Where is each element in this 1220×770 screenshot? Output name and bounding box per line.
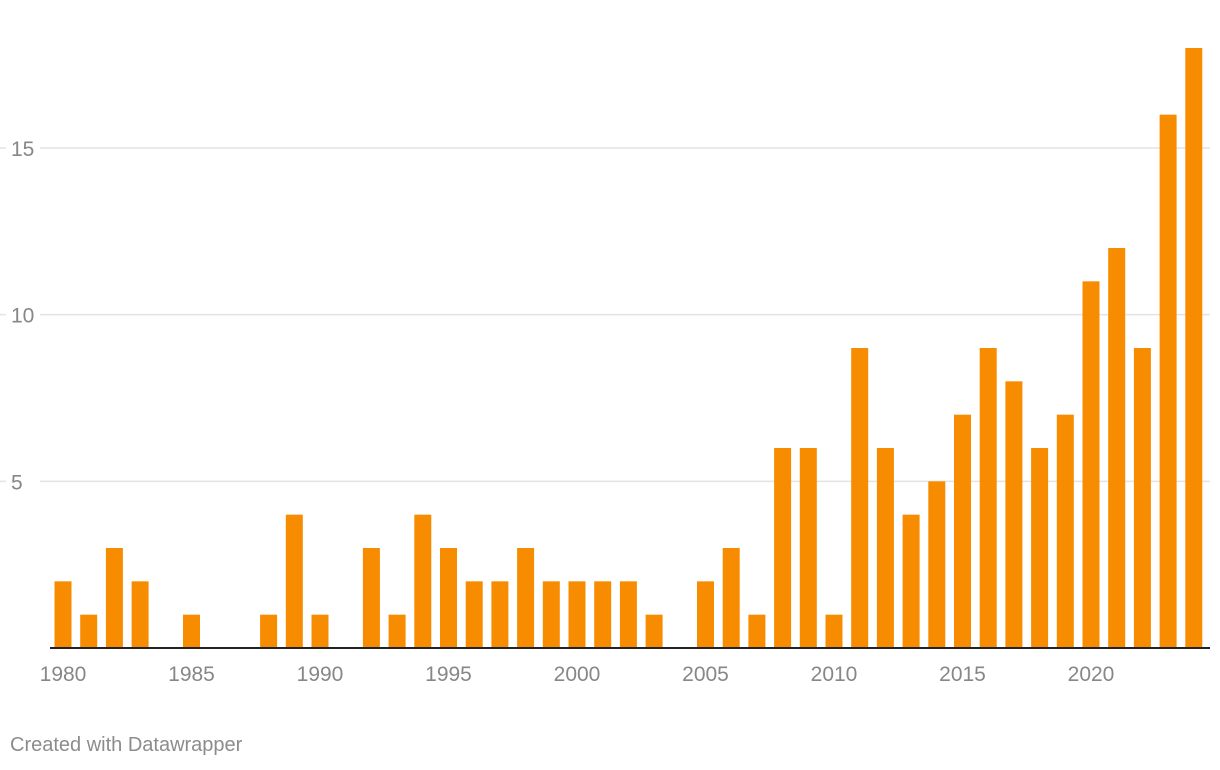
bar-2006 xyxy=(722,548,740,648)
x-tick-label: 2000 xyxy=(554,663,601,686)
bar-1989 xyxy=(285,514,303,648)
bar-2008 xyxy=(774,448,792,648)
bar-2018 xyxy=(1031,448,1049,648)
bar-2002 xyxy=(619,581,637,648)
bar-2019 xyxy=(1056,414,1074,648)
bar-2001 xyxy=(594,581,612,648)
bar-1993 xyxy=(388,614,406,648)
y-tick-label: 5 xyxy=(11,471,23,494)
bar-2007 xyxy=(748,614,766,648)
bar-2024 xyxy=(1185,48,1203,648)
bar-2016 xyxy=(979,348,997,648)
y-tick-label-bg xyxy=(6,134,40,160)
x-tick-label: 2010 xyxy=(811,663,858,686)
bar-2014 xyxy=(928,481,946,648)
x-tick-label: 1980 xyxy=(40,663,87,686)
bar-1998 xyxy=(517,548,535,648)
bar-2005 xyxy=(697,581,714,648)
y-tick-label-bg xyxy=(6,300,40,327)
x-tick-label: 2005 xyxy=(682,663,729,686)
bar-2003 xyxy=(645,614,663,648)
bars xyxy=(54,48,1203,648)
y-axis-ticks: 5 10 15 xyxy=(6,134,40,494)
bar-2023 xyxy=(1159,114,1177,648)
bar-2017 xyxy=(1005,381,1023,648)
bar-1997 xyxy=(491,581,509,648)
bar-2013 xyxy=(902,514,920,648)
bar-1990 xyxy=(311,614,329,648)
bar-1994 xyxy=(414,514,432,648)
x-tick-label: 1990 xyxy=(297,663,344,686)
x-tick-label: 2015 xyxy=(939,663,986,686)
x-tick-label: 2020 xyxy=(1068,663,1115,686)
bar-2009 xyxy=(799,448,817,648)
bar-2000 xyxy=(568,581,586,648)
bar-2022 xyxy=(1133,348,1151,648)
bar-1988 xyxy=(260,614,278,648)
footer-credit: Created with Datawrapper xyxy=(10,734,243,756)
x-tick-label: 1995 xyxy=(425,663,472,686)
bar-2010 xyxy=(825,614,843,648)
bar-2011 xyxy=(851,348,869,648)
y-tick-label-bg xyxy=(6,467,40,494)
bar-1996 xyxy=(465,581,483,648)
bar-2020 xyxy=(1082,281,1100,648)
bar-1982 xyxy=(105,548,123,648)
bar-1992 xyxy=(362,548,380,648)
bar-1999 xyxy=(542,581,560,648)
bar-1980 xyxy=(54,581,72,648)
bar-1981 xyxy=(80,614,98,648)
bar-2015 xyxy=(954,414,971,648)
bar-2021 xyxy=(1108,248,1126,648)
bar-1985 xyxy=(183,614,200,648)
x-tick-label: 1985 xyxy=(168,663,215,686)
gridlines xyxy=(0,147,1210,483)
bar-1983 xyxy=(131,581,149,648)
x-axis-ticks: 1980 1985 1990 1995 2000 2005 2010 2015 2020 xyxy=(40,663,1115,686)
bar-1995 xyxy=(440,548,457,648)
bar-2012 xyxy=(876,448,894,648)
y-tick-label: 15 xyxy=(11,138,34,161)
y-tick-label: 10 xyxy=(11,305,34,328)
